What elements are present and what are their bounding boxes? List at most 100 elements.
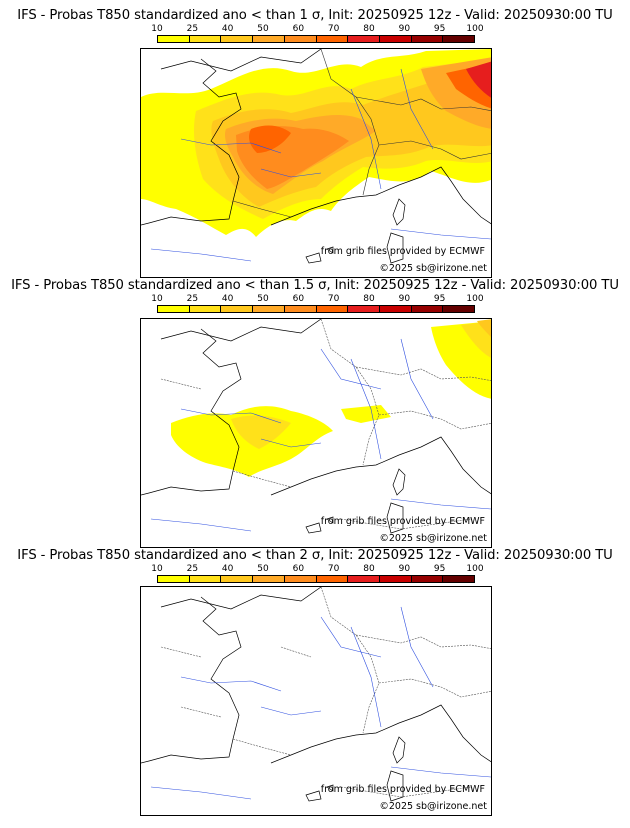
legend-label: 70 bbox=[327, 294, 340, 304]
legend-label: 10 bbox=[151, 24, 163, 34]
color-legend: 10 25 40 50 60 70 80 90 95 100 bbox=[151, 24, 484, 46]
legend-label: 90 bbox=[398, 564, 411, 574]
legend-swatch bbox=[253, 576, 285, 582]
prob-area-80-east bbox=[466, 61, 491, 98]
legend-swatch bbox=[158, 36, 190, 42]
copyright-credit: ©2025 sb@irizone.net bbox=[379, 801, 487, 812]
legend-label: 60 bbox=[292, 24, 305, 34]
sardinia-island bbox=[386, 502, 404, 534]
legend-label: 100 bbox=[466, 24, 484, 34]
legend-swatch bbox=[189, 306, 222, 312]
legend-swatch bbox=[411, 576, 444, 582]
copyright-credit: ©2025 sb@irizone.net bbox=[379, 263, 487, 274]
river-lines bbox=[150, 338, 491, 532]
legend-swatch bbox=[284, 36, 317, 42]
legend-swatch bbox=[443, 306, 475, 312]
map-graphic bbox=[141, 319, 491, 534]
legend-labels: 10 25 40 50 60 70 80 90 95 100 bbox=[151, 294, 483, 304]
legend-swatch bbox=[348, 576, 380, 582]
map-graphic bbox=[141, 587, 491, 802]
legend-swatch bbox=[379, 576, 412, 582]
probability-map: from grib files provided by ECMWF ©2025 … bbox=[140, 48, 492, 278]
legend-label: 50 bbox=[257, 564, 269, 574]
legend-label: 95 bbox=[433, 294, 446, 304]
prob-area-10-c bbox=[341, 405, 391, 423]
legend-label: 95 bbox=[433, 24, 446, 34]
legend-swatch bbox=[316, 306, 349, 312]
legend-label: 40 bbox=[221, 24, 234, 34]
legend-swatch bbox=[443, 36, 475, 42]
panel-title: IFS - Probas T850 standardized ano < tha… bbox=[11, 278, 619, 293]
legend-label: 90 bbox=[398, 294, 411, 304]
legend-swatch bbox=[253, 36, 285, 42]
corsica-island bbox=[392, 198, 406, 226]
probability-map: from grib files provided by ECMWF ©2025 … bbox=[140, 318, 492, 548]
legend-label: 10 bbox=[151, 564, 163, 574]
legend-swatch bbox=[443, 576, 475, 582]
legend-label: 50 bbox=[257, 24, 269, 34]
balearic-islands bbox=[305, 246, 334, 264]
corsica-island bbox=[392, 468, 406, 496]
legend-swatch bbox=[189, 576, 222, 582]
coastline-channel bbox=[160, 319, 322, 342]
balearic-islands bbox=[305, 784, 334, 802]
color-legend: 10 25 40 50 60 70 80 90 95 100 bbox=[151, 294, 484, 316]
legend-label: 10 bbox=[151, 294, 163, 304]
prob-area-25-ne bbox=[461, 321, 491, 358]
coastline-channel bbox=[160, 587, 322, 610]
legend-swatch bbox=[158, 576, 190, 582]
legend-label: 95 bbox=[433, 564, 446, 574]
legend-swatch bbox=[379, 306, 412, 312]
legend-bar bbox=[157, 35, 475, 43]
coastline-mediterranean bbox=[270, 166, 491, 226]
legend-label: 100 bbox=[466, 294, 484, 304]
legend-label: 40 bbox=[221, 294, 234, 304]
legend-swatch bbox=[284, 576, 317, 582]
legend-label: 70 bbox=[327, 24, 340, 34]
border-lines bbox=[160, 587, 491, 798]
legend-label: 70 bbox=[327, 564, 340, 574]
panel-2: IFS - Probas T850 standardized ano < tha… bbox=[0, 278, 630, 548]
legend-label: 100 bbox=[466, 564, 484, 574]
map-graphic bbox=[141, 49, 491, 264]
legend-swatch bbox=[221, 36, 254, 42]
legend-label: 50 bbox=[257, 294, 269, 304]
border-lines bbox=[232, 49, 491, 218]
legend-label: 80 bbox=[363, 24, 375, 34]
copyright-credit: ©2025 sb@irizone.net bbox=[379, 533, 487, 544]
legend-swatch bbox=[253, 306, 285, 312]
legend-label: 80 bbox=[363, 294, 375, 304]
source-credit: from grib files provided by ECMWF bbox=[320, 784, 485, 795]
coastline-channel bbox=[160, 49, 322, 72]
legend-bar bbox=[157, 575, 475, 583]
legend-swatch bbox=[379, 36, 412, 42]
prob-area-40-ne bbox=[477, 319, 491, 337]
river-lines bbox=[150, 68, 491, 262]
corsica-island bbox=[392, 736, 406, 764]
legend-swatch bbox=[284, 306, 317, 312]
legend-swatch bbox=[348, 36, 380, 42]
coastline-mediterranean bbox=[270, 704, 491, 764]
legend-swatch bbox=[348, 306, 380, 312]
sardinia-island bbox=[386, 232, 404, 264]
legend-swatch bbox=[221, 576, 254, 582]
legend-swatch bbox=[411, 36, 444, 42]
legend-swatch bbox=[316, 576, 349, 582]
probability-map: from grib files provided by ECMWF ©2025 … bbox=[140, 586, 492, 816]
panel-3: IFS - Probas T850 standardized ano < tha… bbox=[0, 548, 630, 818]
legend-label: 80 bbox=[363, 564, 375, 574]
border-lines bbox=[160, 319, 491, 530]
coastline-mediterranean bbox=[270, 436, 491, 496]
legend-swatch bbox=[158, 306, 190, 312]
legend-swatch bbox=[316, 36, 349, 42]
coastline-atlantic bbox=[141, 328, 242, 496]
legend-bar bbox=[157, 305, 475, 313]
sardinia-island bbox=[386, 770, 404, 802]
legend-labels: 10 25 40 50 60 70 80 90 95 100 bbox=[151, 564, 483, 574]
panel-title: IFS - Probas T850 standardized ano < tha… bbox=[17, 548, 613, 563]
legend-swatch bbox=[189, 36, 222, 42]
legend-swatch bbox=[411, 306, 444, 312]
legend-swatch bbox=[221, 306, 254, 312]
panel-title: IFS - Probas T850 standardized ano < tha… bbox=[17, 8, 613, 23]
legend-label: 40 bbox=[221, 564, 234, 574]
